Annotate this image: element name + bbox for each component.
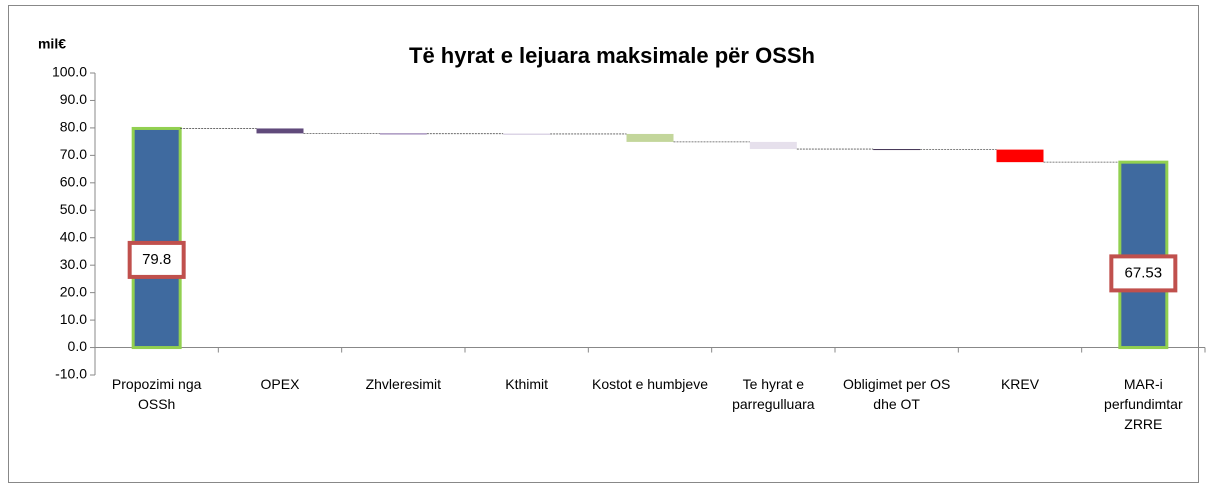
- x-tick-label: Obligimet per OS dhe OT: [842, 376, 951, 412]
- y-tick-label: 60.0: [60, 174, 87, 190]
- bar: [503, 133, 551, 135]
- bar: [873, 149, 921, 151]
- y-tick-label: 50.0: [60, 201, 87, 217]
- x-tick-label: Kostot e humbjeve: [592, 376, 708, 392]
- y-tick-label: 40.0: [60, 228, 87, 244]
- x-tick-label: MAR-i perfundimtar ZRRE: [1104, 376, 1183, 432]
- x-tick-label: Zhvleresimit: [365, 376, 442, 392]
- data-label: 67.53: [1125, 264, 1163, 281]
- y-tick-label: 90.0: [60, 91, 87, 107]
- bar: [996, 149, 1044, 163]
- chart-title: Të hyrat e lejuara maksimale për OSSh: [409, 43, 815, 68]
- chart-frame: [8, 5, 1199, 483]
- bar: [131, 126, 182, 350]
- x-tick-label: Kthimit: [505, 376, 549, 392]
- y-tick-label: 0.0: [68, 338, 88, 354]
- bar: [256, 128, 304, 134]
- x-tick-label: Te hyrat e parregulluara: [732, 376, 815, 412]
- y-tick-label: 80.0: [60, 119, 87, 135]
- data-label-box: [1109, 254, 1178, 293]
- data-label-box: [127, 240, 186, 279]
- bar: [379, 133, 427, 135]
- y-tick-label: 30.0: [60, 256, 87, 272]
- y-tick-label: 10.0: [60, 311, 87, 327]
- bar: [749, 141, 797, 150]
- y-axis-label: mil€: [38, 36, 66, 52]
- x-tick-label: Propozimi nga OSSh: [111, 376, 202, 412]
- y-tick-label: 100.0: [52, 64, 87, 80]
- y-tick-label: 70.0: [60, 146, 87, 162]
- y-tick-label: 20.0: [60, 283, 87, 299]
- bar: [626, 133, 674, 142]
- data-label: 79.8: [142, 251, 171, 268]
- x-tick-label: KREV: [1000, 376, 1040, 392]
- x-tick-label: OPEX: [260, 376, 300, 392]
- y-tick-label: -10.0: [55, 366, 87, 382]
